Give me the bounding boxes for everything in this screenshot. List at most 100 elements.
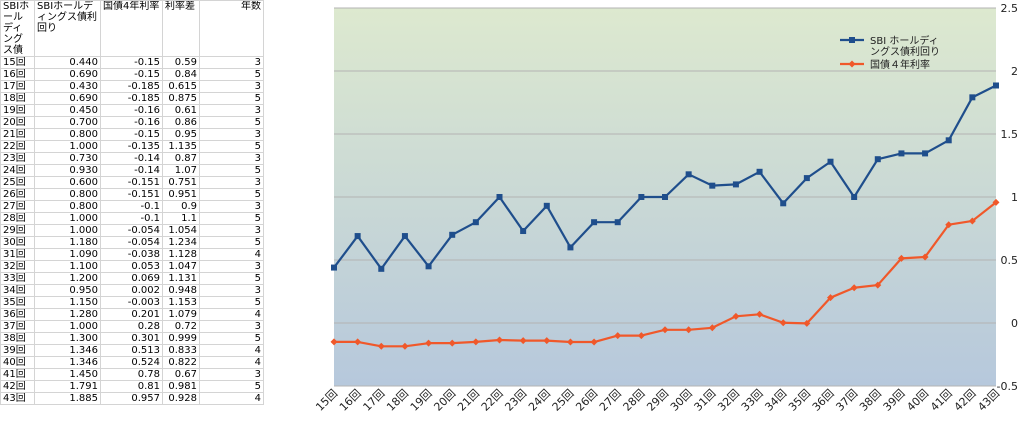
data-point [520,228,527,235]
y-tick-label: 0.5 [1001,254,1019,267]
data-point [543,202,550,209]
table-row: 22回 1.000 -0.135 1.135 5 [0,140,264,153]
table-row: 30回 1.180 -0.054 1.234 5 [0,236,264,249]
table-row: 26回 0.800 -0.151 0.951 5 [0,188,264,201]
data-point [992,198,1000,206]
col-header-jgb[interactable]: 国債4年利率 [100,0,163,57]
data-point [827,158,834,165]
x-tick-label: 18回 [384,387,411,414]
data-point [567,244,574,251]
y-tick-label: 2 [1011,65,1018,78]
data-point [448,339,456,347]
data-point [377,342,385,350]
data-point [827,294,834,302]
header-row: SBIホールディングス債 SBIホールディングス債利回り 国債4年利率 利率差 … [0,0,264,57]
legend-label-jgb: 国債４年利率 [870,58,930,71]
table-row: 21回 0.800 -0.15 0.95 3 [0,128,264,141]
y-tick-label: 2.5 [1001,2,1019,15]
data-point [519,337,527,345]
x-tick-label: 21回 [455,387,482,414]
data-point [803,175,810,182]
table-row: 17回 0.430 -0.185 0.615 3 [0,80,264,93]
data-point [898,150,905,157]
data-point [354,233,361,240]
data-point [425,339,433,347]
y-tick-label: 0 [1011,317,1018,330]
col-header-years[interactable]: 年数 [199,0,264,57]
data-point [756,168,763,175]
x-tick-label: 29回 [644,387,671,414]
legend-marker-sbi [849,37,855,43]
data-point [449,231,456,238]
col-header-bond[interactable]: SBIホールディングス債 [0,0,35,57]
y-tick-label: 1.5 [1001,128,1019,141]
x-tick-label: 37回 [833,387,860,414]
data-point [874,281,882,289]
table-row: 18回 0.690 -0.185 0.875 5 [0,92,264,105]
y-tick-label: -0.5 [997,380,1018,393]
x-tick-label: 36回 [810,387,837,414]
x-tick-label: 30回 [668,387,695,414]
data-point [637,332,645,340]
data-point [779,319,787,327]
data-point [732,312,740,320]
x-tick-label: 32回 [715,387,742,414]
data-point [922,150,929,157]
table-row: 24回 0.930 -0.14 1.07 5 [0,164,264,177]
data-point [921,253,929,261]
data-point [945,137,952,144]
data-point [496,336,503,344]
years-cell[interactable]: 4 [199,392,264,405]
data-point [662,194,668,200]
x-tick-label: 33回 [739,387,766,414]
data-point [472,338,480,346]
data-point [496,194,503,200]
data-point [708,324,716,332]
data-point [591,219,598,226]
data-point [803,319,811,327]
data-point [897,254,905,262]
data-point [780,200,787,207]
data-point [851,194,858,200]
x-tick-label: 31回 [692,387,719,414]
x-tick-label: 25回 [550,387,577,414]
table-row: 27回 0.800 -0.1 0.9 3 [0,200,264,213]
table-row: 38回 1.300 0.301 0.999 5 [0,332,264,345]
data-point [709,182,716,189]
x-tick-label: 20回 [431,387,458,414]
col-header-yield[interactable]: SBIホールディングス債利回り [34,0,101,57]
x-tick-label: 23回 [502,387,529,414]
x-tick-label: 16回 [337,387,364,414]
data-point [354,338,362,346]
data-point [543,337,551,345]
data-point [425,263,432,270]
data-point [330,338,338,346]
data-point [685,326,693,334]
legend: SBI ホールディ ングス債利回り 国債４年利率 [840,34,940,71]
data-point [874,156,881,163]
x-tick-label: 34回 [762,387,789,414]
legend-label-sbi-line1: SBI ホールディ [870,34,939,47]
data-point [969,94,976,101]
x-tick-label: 42回 [952,387,979,414]
data-point [401,233,408,240]
bond-cell[interactable]: 43回 [0,392,35,405]
data-point [638,194,645,200]
x-axis-ticks: 15回16回17回18回19回20回21回22回23回24回25回26回27回2… [313,387,1002,414]
table-row: 39回 1.346 0.513 0.833 4 [0,344,264,357]
y-tick-label: 1 [1011,191,1018,204]
data-point [614,332,622,340]
x-tick-label: 41回 [928,387,955,414]
legend-label-sbi-line2: ングス債利回り [870,45,940,58]
data-point [566,338,574,346]
data-point [331,264,337,271]
table-body: 15回 0.440 -0.15 0.59 3 16回 0.690 -0.15 0.84 5 17回 0… [0,56,264,405]
data-point [472,219,479,226]
x-tick-label: 19回 [408,387,435,414]
data-point [590,338,598,346]
x-tick-label: 28回 [621,387,648,414]
x-tick-label: 40回 [904,387,931,414]
data-point [850,284,858,292]
x-tick-label: 24回 [526,387,553,414]
